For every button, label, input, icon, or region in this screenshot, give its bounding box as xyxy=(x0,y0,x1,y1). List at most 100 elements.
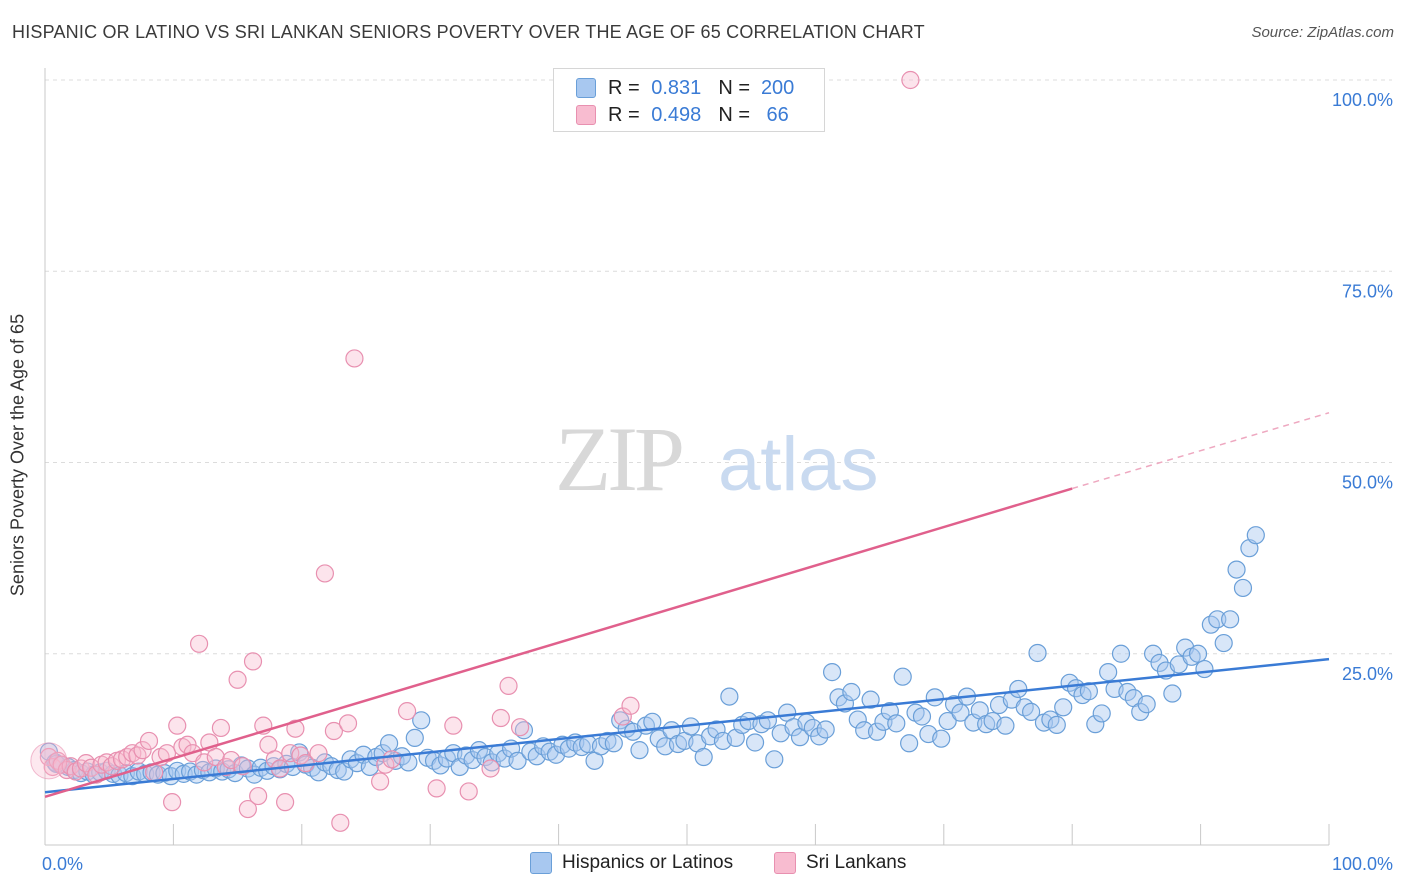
point-hispanic xyxy=(1054,698,1073,717)
point-hispanic xyxy=(848,710,867,729)
point-srilankan xyxy=(481,759,500,778)
point-hispanic xyxy=(380,734,399,753)
point-srilankan xyxy=(286,719,305,738)
trendline-hispanics xyxy=(44,657,1330,794)
x-tick-label-1: 100.0% xyxy=(1332,854,1393,874)
point-hispanic xyxy=(861,690,880,709)
point-hispanic xyxy=(1188,644,1208,663)
point-hispanic xyxy=(1227,560,1246,579)
point-hispanic xyxy=(887,714,906,733)
point-hispanic xyxy=(1143,644,1163,663)
legend-swatch-hispanics xyxy=(530,852,552,874)
point-hispanic xyxy=(707,720,726,739)
point-srilankan xyxy=(459,782,478,801)
point-srilankan xyxy=(139,731,159,751)
point-hispanic xyxy=(1092,704,1111,723)
legend-r-value: 0.831 xyxy=(651,76,702,99)
point-hispanic xyxy=(694,747,713,767)
point-hispanic xyxy=(1009,679,1028,699)
point-hispanic xyxy=(932,729,951,748)
legend-swatch-blue xyxy=(576,78,596,98)
tick-labels: 100.0% 75.0% 50.0% 25.0% 0.0% 100.0% xyxy=(42,90,1393,874)
point-hispanic xyxy=(1086,715,1105,734)
point-srilankan xyxy=(338,714,358,733)
point-srilankan xyxy=(249,786,268,806)
point-srilankan xyxy=(427,779,446,798)
legend-label-hispanics: Hispanics or Latinos xyxy=(562,852,734,873)
point-srilankan xyxy=(228,670,247,689)
legend-row-hispanics: R = 0.831 N = 200 xyxy=(576,75,800,101)
point-hispanic xyxy=(1028,643,1047,663)
watermark-atlas: atlas xyxy=(718,422,879,507)
point-hispanic xyxy=(822,663,842,682)
legend-swatch-pink xyxy=(576,105,596,125)
legend-r-label: R = xyxy=(608,103,640,126)
y-axis-label: Seniors Poverty Over the Age of 65 xyxy=(7,313,28,597)
point-hispanic xyxy=(765,750,784,769)
correlation-legend: R = 0.831 N = 200 R = 0.498 N = 66 xyxy=(553,68,825,132)
y-tick-label-1: 75.0% xyxy=(1342,281,1393,301)
y-tick-label-3: 25.0% xyxy=(1342,664,1393,684)
point-hispanic xyxy=(867,722,887,741)
point-hispanic xyxy=(1111,644,1131,663)
point-srilankan xyxy=(324,721,343,741)
point-srilankan-cluster xyxy=(30,742,68,780)
point-srilankan xyxy=(901,70,920,90)
point-srilankan xyxy=(128,746,147,765)
point-hispanic xyxy=(1022,702,1041,721)
legend-n-value: 66 xyxy=(766,103,789,126)
point-hispanic xyxy=(938,711,957,731)
legend-swatch-srilankans xyxy=(774,852,796,874)
point-hispanic xyxy=(1079,682,1098,701)
point-srilankan xyxy=(499,676,518,695)
point-hispanic xyxy=(405,728,424,748)
point-srilankan xyxy=(621,696,640,715)
point-hispanic xyxy=(816,720,835,739)
point-hispanic xyxy=(1163,684,1182,703)
point-srilankan xyxy=(243,652,263,671)
point-srilankan xyxy=(276,793,295,812)
point-srilankan xyxy=(491,708,510,728)
point-hispanic xyxy=(1221,610,1240,629)
point-hispanic xyxy=(720,687,739,706)
point-srilankan xyxy=(71,759,91,778)
series-hispanics-points xyxy=(39,526,1265,786)
legend-r-label: R = xyxy=(608,76,640,99)
point-hispanic xyxy=(951,703,970,722)
chart-title: HISPANIC OR LATINO VS SRI LANKAN SENIORS… xyxy=(12,22,925,42)
series-srilankans-points xyxy=(30,70,920,832)
point-hispanic xyxy=(399,753,418,772)
point-srilankan xyxy=(510,718,530,737)
legend-r-value: 0.498 xyxy=(651,103,702,126)
point-hispanic xyxy=(912,707,932,726)
point-hispanic xyxy=(412,711,431,730)
legend-label-srilankans: Sri Lankans xyxy=(806,852,907,873)
point-srilankan xyxy=(195,753,214,772)
point-srilankan xyxy=(189,634,209,653)
legend-n-value: 200 xyxy=(760,76,795,99)
series-legend: Hispanics or Latinos Sri Lankans xyxy=(0,850,1406,878)
point-hispanic xyxy=(1047,715,1066,734)
x-tick-label-0: 0.0% xyxy=(42,854,83,874)
legend-n-label: N = xyxy=(718,76,751,99)
point-hispanic xyxy=(1137,695,1156,714)
point-hispanic xyxy=(925,688,944,707)
axes xyxy=(44,68,1330,846)
watermark-zip: ZIP xyxy=(555,408,682,510)
trend-lines xyxy=(44,412,1330,799)
watermark: ZIP atlas xyxy=(555,408,879,510)
point-hispanic xyxy=(900,734,919,753)
point-hispanic xyxy=(758,711,777,730)
point-hispanic xyxy=(1015,698,1034,717)
point-srilankan xyxy=(444,716,463,735)
point-srilankan xyxy=(238,799,257,819)
point-hispanic xyxy=(431,756,450,775)
y-tick-label-2: 50.0% xyxy=(1342,473,1393,493)
point-srilankan xyxy=(133,741,152,760)
point-srilankan xyxy=(163,793,182,812)
point-srilankan xyxy=(102,757,121,776)
point-hispanic xyxy=(508,751,527,770)
point-hispanic xyxy=(1214,633,1233,653)
point-hispanic xyxy=(1246,526,1265,545)
